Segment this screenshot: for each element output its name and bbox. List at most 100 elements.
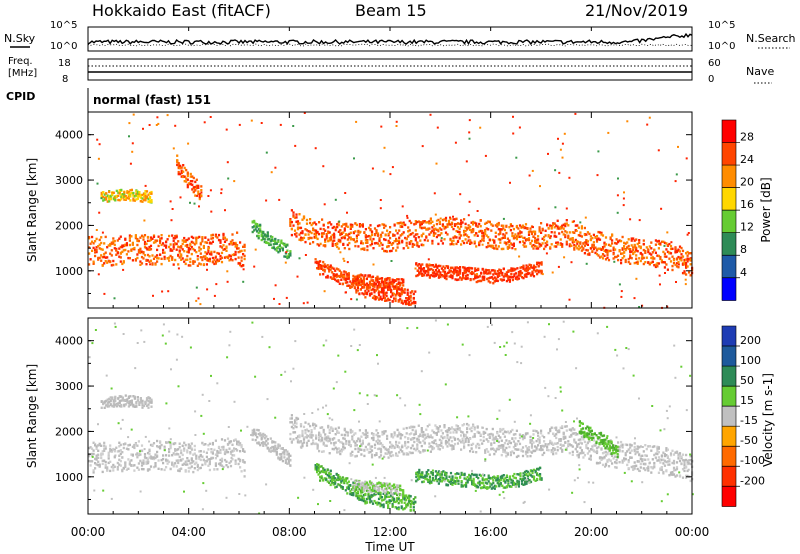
power-cell [373,285,376,288]
power-cell [361,247,364,250]
velocity-cell [162,457,165,461]
velocity-cell [532,449,535,452]
velocity-cell [598,461,602,464]
power-cell [529,227,532,230]
velocity-cell [644,462,647,466]
power-cell [326,274,329,278]
velocity-cell [315,437,318,440]
power-cell [220,256,224,259]
velocity-cell [642,458,645,461]
power-cell [484,271,487,275]
power-cell [328,221,331,224]
power-cell [309,242,312,245]
power-cell [674,180,677,183]
velocity-cell [515,429,518,432]
power-cell [606,256,609,259]
power-cell [389,249,392,253]
power-cell [236,231,239,234]
velocity-cell [321,450,324,453]
velocity-cell [177,459,180,462]
power-cell [481,232,484,235]
power-cell [388,278,391,282]
velocity-cell [226,465,230,469]
power-cell [220,251,224,255]
velocity-cell [574,441,577,444]
power-cell [196,194,199,197]
power-cell [579,242,582,245]
power-cell [322,268,325,271]
power-cell [422,220,425,223]
velocity-cell [149,443,153,447]
power-cell [401,205,404,208]
power-cell [663,261,666,264]
power-cell [278,198,281,201]
power-cell [475,280,478,284]
power-cell [595,240,599,243]
velocity-cell [553,447,556,451]
power-cell [439,217,442,220]
velocity-cell [342,445,345,449]
power-cell [192,247,195,251]
velocity-cell [556,449,559,452]
power-cell [362,278,365,282]
power-cell [166,257,169,260]
velocity-cell [336,447,339,451]
power-cell [243,243,246,247]
velocity-cell [555,433,558,436]
power-cell [340,275,343,278]
velocity-cell [526,448,529,452]
power-cell [604,236,608,239]
power-cell [384,284,387,288]
power-cell [332,273,335,276]
power-cell [347,272,350,275]
velocity-cell [157,467,160,470]
power-cell [482,239,485,242]
power-cell [224,209,226,212]
power-cell [106,246,109,249]
velocity-cell [210,448,213,451]
power-cell [111,192,114,195]
power-cell [419,264,422,267]
power-cell [536,261,539,264]
power-cell [492,273,495,276]
velocity-cell [287,460,290,463]
power-cell [688,258,691,261]
power-cell [312,241,315,244]
power-cell [556,219,559,222]
power-cell [422,232,425,235]
power-cell [157,122,160,125]
velocity-cell [292,423,295,426]
velocity-cell [570,444,573,447]
power-cell [366,245,369,248]
velocity-cell [336,431,339,434]
power-cell [496,272,499,276]
velocity-cell [333,443,336,447]
velocity-cell [290,417,293,420]
power-cell [237,247,240,250]
velocity-cell [110,465,113,469]
power-cell [494,247,497,250]
power-cell [127,256,130,260]
power-cell [132,199,135,202]
power-cell [281,249,284,252]
power-cell [124,248,127,252]
velocity-cell [680,457,683,460]
power-cell [119,245,122,249]
power-cell [680,259,683,262]
power-cell [228,254,231,257]
power-cell [274,241,277,244]
power-cell [359,277,362,280]
freq-tick-low: 8 [62,74,68,85]
power-cell [657,262,660,265]
power-cell [475,224,478,227]
power-cell [243,254,246,258]
velocity-cell [675,474,679,477]
freq-label: Freq. [8,56,33,67]
power-cell [379,277,382,280]
velocity-cell [331,437,334,441]
velocity-cell [289,432,292,436]
velocity-cell [500,439,503,442]
power-cell [281,242,284,245]
power-cell [580,227,583,230]
velocity-cell [107,457,110,460]
